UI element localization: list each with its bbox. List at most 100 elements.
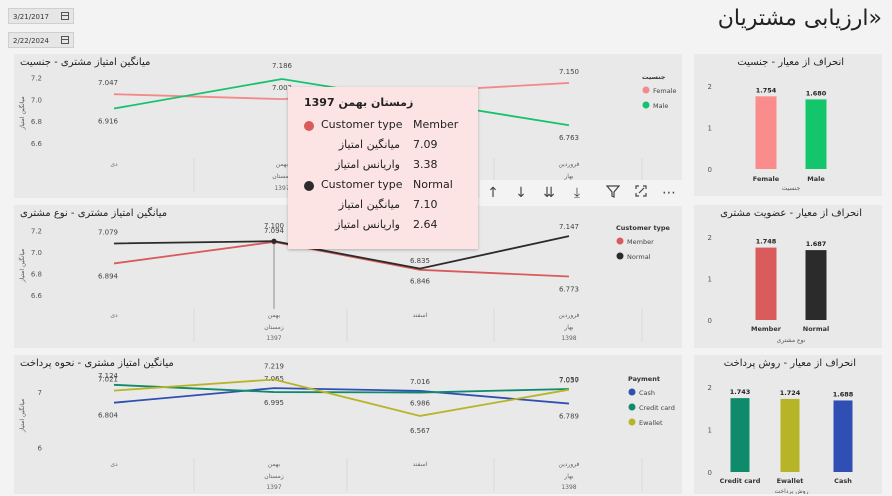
arrow-down-icon[interactable]: ↓: [515, 185, 527, 201]
data-label: 1.687: [806, 240, 827, 248]
tooltip-value: Normal: [413, 178, 453, 191]
legend-dot: [304, 181, 314, 191]
chart-title: میانگین امتیاز مشتری - نوع مشتری: [20, 208, 168, 219]
y-tick-label: 1: [708, 125, 712, 133]
y-tick-label: 0: [708, 317, 712, 325]
x-axis-title: روش پرداخت: [775, 488, 809, 494]
double-arrow-down-icon[interactable]: ⇊: [543, 185, 555, 201]
end-date-input[interactable]: 2/22/2024: [8, 32, 74, 48]
data-label: 6.804: [98, 412, 119, 420]
tooltip-value: Member: [413, 118, 459, 131]
tooltip-value: 2.64: [413, 218, 438, 231]
x-tick-label: Normal: [803, 325, 830, 333]
x-tick-label: دی: [110, 461, 118, 468]
more-options-icon[interactable]: ⋯: [662, 185, 676, 201]
tooltip-row: میانگین امتیاز 7.10: [288, 198, 478, 214]
y-tick-label: 7.2: [31, 74, 42, 82]
y-tick-label: 0: [708, 166, 712, 174]
bar-chart-payment-panel: انحراف از معیار - روش پرداخت 0 1 2 1.743 Cre…: [694, 355, 882, 494]
bar-chart-payment: 0 1 2 1.743 Credit card 1.724 Ewallet 1.688 Cash…: [708, 384, 854, 494]
x-season-label: بهار: [563, 173, 573, 180]
y-tick-label: 6.6: [31, 140, 43, 148]
legend-title: Payment: [628, 375, 660, 383]
data-label: 7.124: [98, 372, 119, 380]
y-tick-label: 7.0: [31, 249, 42, 257]
legend-entry: Male: [653, 102, 668, 110]
tooltip-title: زمستان بهمن 1397: [304, 96, 414, 109]
tooltip-row: میانگین امتیاز 7.09: [288, 138, 478, 154]
start-date-input[interactable]: 3/21/2017: [8, 8, 74, 24]
line-chart-payment: 6 7 میانگین امتیاز دی بهمن زمستان اسفند فروردین…: [18, 363, 675, 491]
tooltip-row: واریانس امتیاز 3.38: [288, 158, 478, 174]
page-title: «ارزیابی مشتریان: [717, 6, 882, 31]
calendar-icon[interactable]: [61, 12, 69, 20]
data-label: 1.754: [756, 86, 777, 94]
legend-title: جنسیت: [642, 73, 666, 81]
chart-title: میانگین امتیاز مشتری - جنسیت: [20, 57, 151, 68]
bar-credit-card: [730, 398, 750, 472]
x-season-label: زمستان: [264, 473, 284, 480]
calendar-icon[interactable]: [61, 36, 69, 44]
data-label: 1.724: [780, 389, 801, 397]
data-label: 7.021: [98, 376, 118, 384]
data-label: 6.894: [98, 272, 119, 280]
y-tick-label: 2: [708, 83, 712, 91]
start-date-value: 3/21/2017: [13, 13, 49, 21]
y-axis-title: میانگین امتیاز: [18, 399, 26, 433]
series-line-normal: [113, 235, 570, 270]
y-tick-label: 7.0: [31, 96, 42, 104]
legend-dot: [304, 121, 314, 131]
data-tooltip: زمستان بهمن 1397 Customer type Member می…: [288, 87, 478, 249]
chart-title: انحراف از معیار - جنسیت: [737, 57, 844, 68]
line-chart-customer-type: 6.6 6.8 7.0 7.2 میانگین امتیاز دی بهمن زمستان اس…: [18, 222, 670, 342]
y-tick-label: 2: [708, 234, 712, 242]
legend-swatch: [642, 101, 650, 109]
data-label: 7.094: [264, 227, 285, 235]
x-tick-label: Ewallet: [777, 477, 804, 485]
chart-title: انحراف از معیار - عضویت مشتری: [720, 208, 862, 219]
expand-hierarchy-icon[interactable]: ⤓: [573, 185, 581, 201]
tooltip-label: Customer type: [321, 178, 403, 191]
y-tick-label: 6: [38, 445, 43, 453]
data-label: 7.037: [559, 377, 579, 385]
data-label: 6.846: [410, 278, 431, 286]
data-label: 1.680: [806, 89, 827, 97]
x-season-label: بهار: [563, 473, 573, 480]
data-label: 7.100: [264, 222, 284, 230]
legend-swatch: [642, 86, 650, 94]
arrow-up-icon[interactable]: ↑: [487, 185, 499, 201]
x-year-label: 1397: [266, 335, 281, 342]
bar-male: [805, 99, 827, 169]
legend-swatch: [616, 237, 624, 245]
y-tick-label: 6.8: [31, 118, 42, 126]
data-label: 7.150: [559, 68, 579, 76]
data-label: 6.773: [559, 286, 579, 294]
x-tick-label: Credit card: [720, 477, 761, 485]
filter-icon[interactable]: [604, 184, 622, 202]
tooltip-label: واریانس امتیاز: [335, 218, 400, 231]
y-tick-label: 1: [708, 276, 712, 284]
legend-entry: Member: [627, 238, 654, 246]
x-year-label: 1397: [274, 185, 289, 192]
tooltip-value: 7.09: [413, 138, 438, 151]
x-season-label: زمستان: [264, 324, 284, 331]
tooltip-label: میانگین امتیاز: [338, 198, 400, 211]
x-year-label: 1398: [561, 335, 576, 342]
series-line-member: [113, 240, 570, 278]
data-label: 6.835: [410, 257, 430, 265]
x-tick-label: دی: [110, 312, 118, 319]
legend-swatch: [628, 403, 636, 411]
tooltip-value: 3.38: [413, 158, 438, 171]
data-label: 6.567: [410, 427, 430, 435]
data-label: 6.986: [410, 400, 431, 408]
series-line-credit-card: [113, 383, 570, 394]
y-axis-title: میانگین امتیاز: [18, 249, 26, 283]
legend-entry: Credit card: [639, 404, 675, 412]
focus-mode-icon[interactable]: [632, 184, 650, 202]
y-tick-label: 6.6: [31, 292, 43, 300]
bar-chart-membership-panel: انحراف از معیار - عضویت مشتری 0 1 2 1.748 Me…: [694, 205, 882, 348]
x-season-label: زمستان: [272, 173, 292, 180]
data-label: 7.147: [559, 223, 579, 231]
tooltip-value: 7.10: [413, 198, 438, 211]
x-tick-label: دی: [110, 161, 118, 168]
